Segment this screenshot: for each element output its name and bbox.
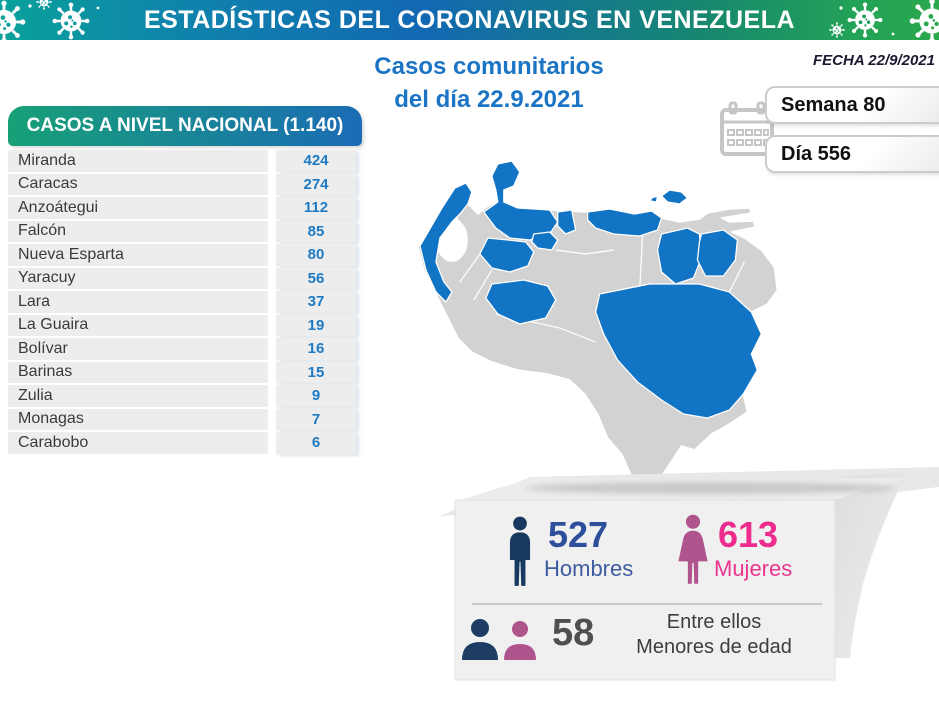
table-row: Carabobo 6 bbox=[8, 432, 368, 454]
map-state-zulia bbox=[419, 182, 473, 303]
state-name: Miranda bbox=[8, 150, 268, 172]
minors-count: 58 bbox=[552, 612, 595, 654]
women-label: Mujeres bbox=[714, 556, 793, 581]
subtitle-line1: Casos comunitarios bbox=[374, 53, 604, 80]
table-row: Monagas 7 bbox=[8, 408, 368, 430]
virus-icon bbox=[0, 0, 100, 40]
state-value: 80 bbox=[276, 244, 356, 266]
table-row: Anzoátegui 112 bbox=[8, 197, 368, 219]
state-value: 56 bbox=[276, 267, 356, 289]
state-value: 424 bbox=[276, 150, 356, 172]
man-icon bbox=[509, 516, 531, 586]
state-name: Monagas bbox=[8, 408, 268, 430]
state-value: 6 bbox=[276, 432, 356, 454]
map-state-nueva-esparta bbox=[660, 189, 689, 205]
day-badge-label: Día 556 bbox=[781, 142, 852, 165]
map-state-bolivar bbox=[594, 283, 762, 419]
state-name: Yaracuy bbox=[8, 267, 268, 289]
state-value: 85 bbox=[276, 220, 356, 242]
day-badge: Día 556 bbox=[765, 135, 939, 173]
state-name: Nueva Esparta bbox=[8, 244, 268, 266]
page-title: ESTADÍSTICAS DEL CORONAVIRUS EN VENEZUEL… bbox=[143, 5, 796, 34]
table-row: Zulia 9 bbox=[8, 385, 368, 407]
date-label: FECHA 22/9/2021 bbox=[812, 52, 935, 69]
subtitle-line2: del día 22.9.2021 bbox=[394, 86, 584, 113]
map-state-anzoategui bbox=[656, 227, 703, 285]
map-state-miranda-caracas-laguaira bbox=[587, 208, 663, 237]
table-row: Bolívar 16 bbox=[8, 338, 368, 360]
map-state-monagas bbox=[696, 229, 739, 277]
state-value: 112 bbox=[276, 197, 356, 219]
table-header: CASOS A NIVEL NACIONAL (1.140) bbox=[8, 106, 362, 146]
state-name: Carabobo bbox=[8, 432, 268, 454]
week-badge-label: Semana 80 bbox=[781, 93, 886, 116]
minors-label-line2: Menores de edad bbox=[636, 636, 792, 658]
table-row: Yaracuy 56 bbox=[8, 267, 368, 289]
men-label: Hombres bbox=[544, 556, 634, 581]
virus-icon bbox=[829, 0, 939, 40]
state-name: Barinas bbox=[8, 361, 268, 383]
map-state-carabobo bbox=[557, 209, 577, 235]
state-name: Lara bbox=[8, 291, 268, 313]
map-state-falcon bbox=[483, 160, 559, 241]
map-state-yaracuy bbox=[531, 231, 559, 251]
table-row: Lara 37 bbox=[8, 291, 368, 313]
table-row: Barinas 15 bbox=[8, 361, 368, 383]
state-value: 16 bbox=[276, 338, 356, 360]
table-row: La Guaira 19 bbox=[8, 314, 368, 336]
table-row: Nueva Esparta 80 bbox=[8, 244, 368, 266]
state-value: 274 bbox=[276, 173, 356, 195]
state-value: 15 bbox=[276, 361, 356, 383]
minors-icon bbox=[462, 619, 536, 660]
subtitle: Casos comunitarios del día 22.9.2021 bbox=[318, 50, 660, 116]
women-count: 613 bbox=[718, 514, 779, 555]
map-state-lara bbox=[479, 237, 535, 273]
page-curl bbox=[835, 471, 908, 658]
header-banner: ESTADÍSTICAS DEL CORONAVIRUS EN VENEZUEL… bbox=[0, 0, 939, 40]
state-name: Zulia bbox=[8, 385, 268, 407]
table-row: Miranda 424 bbox=[8, 150, 368, 172]
table-row: Caracas 274 bbox=[8, 173, 368, 195]
map-island-small bbox=[649, 195, 659, 203]
venezuela-map bbox=[417, 160, 779, 491]
state-value: 9 bbox=[276, 385, 356, 407]
cases-table: Miranda 424 Caracas 274 Anzoátegui 112 Falc… bbox=[8, 150, 368, 456]
state-value: 19 bbox=[276, 314, 356, 336]
state-name: Caracas bbox=[8, 173, 268, 195]
table-row: Falcón 85 bbox=[8, 220, 368, 242]
state-name: Falcón bbox=[8, 220, 268, 242]
state-value: 7 bbox=[276, 408, 356, 430]
minors-label: Entre ellos Menores de edad bbox=[598, 610, 830, 660]
men-count: 527 bbox=[548, 514, 609, 555]
map-state-barinas bbox=[485, 279, 557, 325]
week-badge: Semana 80 bbox=[765, 86, 939, 124]
state-value: 37 bbox=[276, 291, 356, 313]
state-name: Bolívar bbox=[8, 338, 268, 360]
minors-label-line1: Entre ellos bbox=[666, 611, 762, 633]
state-name: La Guaira bbox=[8, 314, 268, 336]
woman-icon bbox=[678, 514, 708, 584]
state-name: Anzoátegui bbox=[8, 197, 268, 219]
